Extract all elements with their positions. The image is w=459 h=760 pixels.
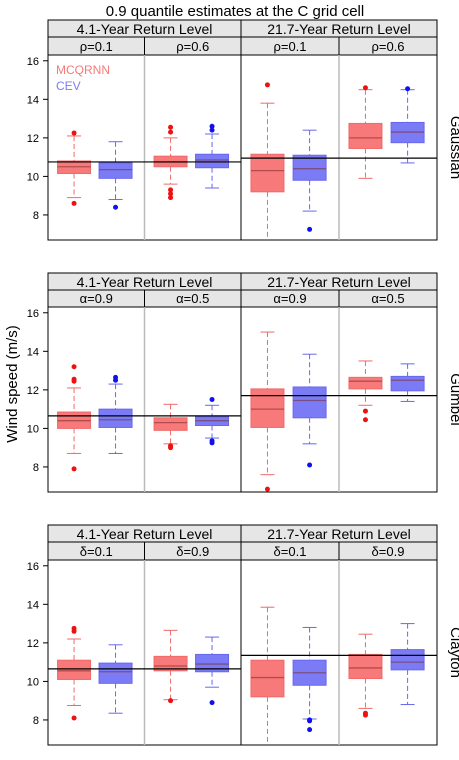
y-tick-label: 12 [27,385,39,397]
box-outlier [168,124,174,130]
box-outlier [71,364,77,370]
y-tick-label: 12 [27,638,39,650]
box-outlier [71,200,77,206]
y-tick-label: 14 [27,346,39,358]
box-outlier [113,204,119,210]
box-outlier [362,408,368,414]
y-tick-label: 16 [27,56,39,68]
box-mcqrnn [348,122,383,149]
y-tick-label: 10 [27,423,39,435]
box-cev [292,386,327,419]
figure-title: 0.9 quantile estimates at the C grid cel… [106,3,364,20]
panel-strip-label: ρ=0.1 [273,39,306,54]
y-axis-label: Wind speed (m/s) [4,325,21,443]
panel-strip-label: δ=0.1 [274,544,307,559]
box-mcqrnn [57,659,92,680]
box-outlier [209,700,215,706]
box-cev [390,649,425,671]
box-mcqrnn [250,153,285,193]
plot-frame [47,559,438,746]
box-outlier [362,85,368,91]
box-outlier [168,129,174,135]
box-mcqrnn [153,417,188,431]
group-strip-label: 21.7-Year Return Level [267,274,410,290]
y-tick-label: 8 [33,462,39,474]
box-outlier [168,187,174,193]
panel-strip-label: α=0.9 [80,291,113,306]
panel-strip-label: δ=0.1 [80,544,113,559]
box-outlier [209,440,215,446]
panel-strip-label: α=0.5 [176,291,209,306]
box-outlier [307,226,313,232]
box-mcqrnn [250,659,285,698]
panel-strip-label: δ=0.9 [372,544,405,559]
y-tick-label: 14 [27,94,39,106]
box-outlier [362,712,368,718]
box-outlier [71,715,77,721]
panel-strip-label: α=0.9 [273,291,306,306]
box-mcqrnn [348,376,383,390]
legend-entry: CEV [56,79,81,93]
box-cev [98,162,133,179]
y-tick-label: 8 [33,715,39,727]
row-label: Gumbel [447,373,459,426]
panel-strip-label: ρ=0.6 [371,39,404,54]
group-strip-label: 4.1-Year Return Level [77,21,213,37]
legend-entry: MCQRNN [56,63,110,77]
group-strip-label: 4.1-Year Return Level [77,526,213,542]
box-mcqrnn [348,653,383,680]
box-cev [390,375,425,392]
y-tick-label: 12 [27,133,39,145]
box-outlier [113,377,119,383]
box-cev [98,408,133,428]
box-outlier [209,123,215,129]
box-outlier [264,82,270,88]
box-outlier [71,378,77,384]
box-outlier [307,462,313,468]
group-strip-label: 21.7-Year Return Level [267,526,410,542]
box-cev [195,653,230,673]
group-strip-label: 4.1-Year Return Level [77,274,213,290]
box-mcqrnn [153,655,188,672]
box-outlier [71,466,77,472]
box-cev [195,153,230,169]
box-outlier [168,195,174,201]
y-tick-label: 14 [27,599,39,611]
box-outlier [168,191,174,197]
panel-strip-label: δ=0.9 [176,544,209,559]
box-cev [292,154,327,181]
box-outlier [362,417,368,423]
panel-strip-label: ρ=0.6 [176,39,209,54]
y-tick-label: 16 [27,561,39,573]
row-label: Gaussian [447,116,459,179]
y-tick-label: 8 [33,210,39,222]
box-outlier [71,130,77,136]
box-outlier [168,445,174,451]
box-outlier [209,127,215,133]
panel-strip-label: α=0.5 [371,291,404,306]
y-tick-label: 10 [27,171,39,183]
y-tick-label: 16 [27,308,39,320]
box-outlier [264,486,270,492]
plot-frame [47,306,438,493]
y-tick-label: 10 [27,676,39,688]
plot-frame [47,54,438,241]
box-outlier [168,698,174,704]
box-outlier [307,718,313,724]
box-outlier [405,86,411,92]
box-outlier [209,397,215,402]
box-outlier [71,628,77,634]
box-mcqrnn [250,388,285,428]
row-label: Clayton [447,627,459,678]
group-strip-label: 21.7-Year Return Level [267,21,410,37]
box-cev [98,662,133,684]
box-outlier [307,727,313,733]
panel-strip-label: ρ=0.1 [80,39,113,54]
